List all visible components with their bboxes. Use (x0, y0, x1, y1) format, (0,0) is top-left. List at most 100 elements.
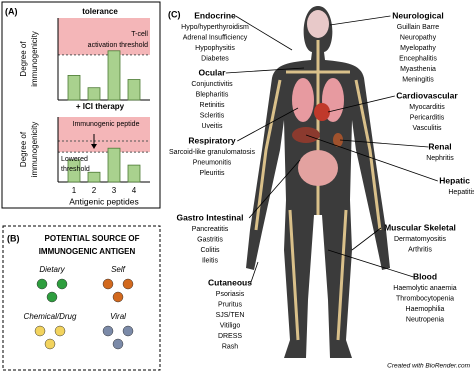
label: Endocrine (194, 10, 236, 20)
label: IMMUNOGENIC ANTIGEN (39, 247, 136, 256)
pointer (237, 107, 299, 142)
label: (C) (168, 9, 181, 19)
panel-b-box (2, 225, 161, 371)
label: Dietary (39, 265, 65, 274)
pointer (305, 134, 438, 182)
label: Chemical/Drug (24, 312, 77, 321)
label: T-cell (131, 31, 148, 38)
label: Psoriasis (216, 291, 245, 298)
label: Pleuritis (200, 170, 225, 177)
label: Hepatic (439, 175, 470, 185)
label: Neuropathy (400, 34, 437, 41)
antigen (56, 278, 68, 290)
pointer (248, 159, 301, 219)
label: (B) (7, 233, 20, 243)
label: Myocarditis (409, 104, 445, 111)
label: Degree of (19, 131, 28, 167)
label: Myelopathy (400, 45, 436, 52)
label: 1 (72, 186, 77, 195)
label: Sarcoid-like granulomatosis (169, 149, 255, 156)
label: Self (111, 265, 126, 274)
label: Colitis (200, 247, 220, 254)
pointer (339, 139, 429, 148)
antigen (44, 338, 56, 350)
label: Guillain Barre (397, 24, 440, 31)
label: Vitiligo (220, 322, 241, 329)
label: Hypo/hyperthyroidism (181, 24, 249, 31)
pointer (250, 261, 259, 284)
pointer (327, 95, 395, 113)
antigen (122, 278, 134, 290)
pointer (329, 15, 391, 26)
antigen (54, 325, 66, 337)
antigen (122, 325, 134, 337)
label: Respiratory (188, 135, 236, 145)
label: Neutropenia (406, 316, 444, 323)
label: Ileitis (202, 257, 218, 264)
label: Encephalitis (399, 55, 437, 62)
label: Muscular Skeletal (384, 222, 456, 232)
pointer (327, 249, 414, 278)
antigen (102, 278, 114, 290)
brain (307, 10, 329, 38)
label: POTENTIAL SOURCE OF (45, 234, 140, 243)
bones (254, 40, 382, 341)
label: Cardiovascular (396, 90, 458, 100)
bar (107, 50, 121, 101)
antigen (46, 291, 58, 303)
label: Neurological (392, 10, 443, 20)
label: Gastritis (197, 236, 223, 243)
label: Pruritus (218, 301, 243, 308)
antigen (36, 278, 48, 290)
label: Scleritis (200, 112, 225, 119)
bar (67, 159, 81, 183)
label: 2 (92, 186, 97, 195)
label: Vasculitis (412, 125, 442, 132)
label: tolerance (82, 7, 118, 16)
label: Blood (413, 271, 437, 281)
label: Dermatomyositis (394, 236, 447, 243)
label: Hepatitis (448, 189, 474, 196)
label: 3 (112, 186, 117, 195)
label: Degree of (19, 41, 28, 77)
label: + ICI therapy (76, 102, 125, 111)
label: 4 (132, 186, 137, 195)
label: Gastro Intestinal (176, 212, 243, 222)
label: Pancreatitis (192, 226, 229, 233)
pointer (235, 15, 293, 51)
arrow-head (91, 144, 97, 149)
bar (87, 87, 101, 101)
zone (58, 117, 150, 153)
label: activation threshold (88, 42, 148, 49)
label: Created with BioRender.com (387, 363, 470, 370)
label: Retinitis (200, 102, 225, 109)
heart (314, 103, 330, 121)
label: Adrenal Insufficiency (183, 34, 248, 41)
label: SJS/TEN (216, 312, 245, 319)
panel-a-box (1, 1, 161, 209)
bar (127, 79, 141, 101)
label: Nephritis (426, 155, 454, 162)
lung (292, 78, 314, 122)
bar (87, 171, 101, 183)
label: Ocular (199, 67, 227, 77)
label: threshold (61, 166, 90, 173)
label: Viral (110, 312, 126, 321)
label: Myasthenia (400, 66, 436, 73)
label: Haemolytic anaemia (393, 285, 457, 292)
label: Arthritis (408, 246, 432, 253)
label: Meningitis (402, 76, 434, 83)
pointer (351, 227, 382, 251)
intestines (298, 150, 338, 186)
kidney (333, 133, 343, 147)
antigen (102, 325, 114, 337)
bar (127, 164, 141, 183)
label: DRESS (218, 333, 242, 340)
bar (67, 75, 81, 101)
label: (A) (5, 6, 18, 16)
label: Hypophysitis (195, 45, 235, 52)
label: Thrombocytopenia (396, 295, 454, 302)
label: Cutaneous (208, 277, 252, 287)
label: Blepharitis (196, 91, 229, 98)
